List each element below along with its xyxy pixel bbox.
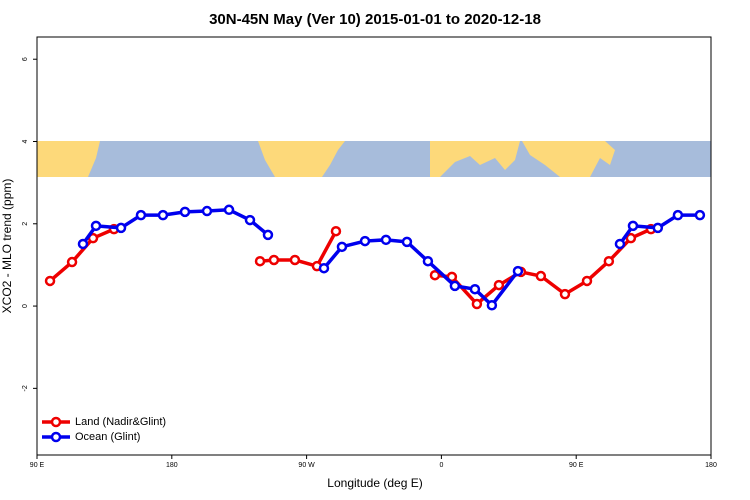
data-point [449,280,461,292]
data-point [201,205,213,217]
data-point [429,269,441,281]
y-tick-label: 6 [22,57,29,61]
data-point [90,220,102,232]
data-point [268,254,280,266]
data-point [262,229,274,241]
data-point [535,270,547,282]
x-tick-label: 180 [705,462,717,469]
data-point [157,209,169,221]
x-tick-label: 90 W [298,462,315,469]
data-point [330,225,342,237]
land [430,141,520,177]
chart-title: 30N-45N May (Ver 10) 2015-01-01 to 2020-… [209,11,541,28]
plot-frame [36,36,712,456]
data-point [512,265,524,277]
data-point [318,262,330,274]
data-point [359,235,371,247]
data-point [581,275,593,287]
x-axis-label: Longitude (deg E) [327,476,422,490]
data-point [672,209,684,221]
data-point [486,299,498,311]
y-tick-label: 0 [22,304,29,308]
y-axis-label: XCO2 - MLO trend (ppm) [0,179,14,314]
legend-label: Ocean (Glint) [75,431,140,443]
land [258,141,345,177]
data-point [422,255,434,267]
data-point [652,222,664,234]
data-point [401,236,413,248]
data-point [614,238,626,250]
data-point [380,234,392,246]
land [37,141,100,177]
data-point [493,279,505,291]
map-strip [37,141,711,177]
legend-marker [50,416,62,428]
data-point [471,298,483,310]
data-point [77,238,89,250]
data-point [336,241,348,253]
x-tick-label: 90 E [569,462,584,469]
data-point [115,222,127,234]
x-tick-label: 0 [439,462,443,469]
y-tick-label: 2 [22,222,29,226]
data-point [44,275,56,287]
data-point [66,256,78,268]
data-point [289,254,301,266]
y-tick-label: -2 [22,385,29,391]
data-point [625,232,637,244]
data-point [469,283,481,295]
legend-label: Land (Nadir&Glint) [75,416,166,428]
data-point [627,220,639,232]
x-tick-label: 90 E [30,462,45,469]
data-point [603,255,615,267]
data-point [135,209,147,221]
y-tick-label: 4 [22,139,29,143]
data-point [223,204,235,216]
land [522,141,615,177]
data-point [559,288,571,300]
data-point [244,214,256,226]
data-point [179,206,191,218]
data-point [694,209,706,221]
legend-marker [50,431,62,443]
data-point [254,255,266,267]
x-tick-label: 180 [166,462,178,469]
